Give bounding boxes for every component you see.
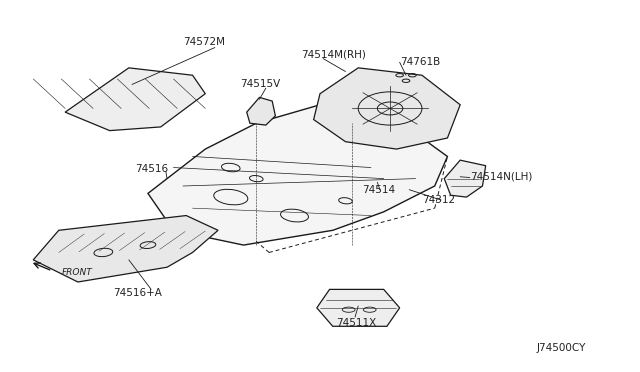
Polygon shape	[148, 105, 447, 245]
Polygon shape	[33, 215, 218, 282]
Text: 74515V: 74515V	[241, 80, 280, 89]
Polygon shape	[444, 160, 486, 197]
Text: 74514M(RH): 74514M(RH)	[301, 50, 365, 60]
Polygon shape	[246, 97, 275, 125]
Text: FRONT: FRONT	[62, 268, 93, 277]
Text: 74514: 74514	[362, 185, 395, 195]
Text: J74500CY: J74500CY	[537, 343, 586, 353]
Text: 74572M: 74572M	[183, 37, 225, 47]
Text: 74514N(LH): 74514N(LH)	[470, 172, 532, 182]
Text: 74516+A: 74516+A	[113, 288, 162, 298]
Text: 74516: 74516	[135, 164, 168, 174]
Polygon shape	[314, 68, 460, 149]
Polygon shape	[317, 289, 399, 326]
Text: 74761B: 74761B	[399, 57, 440, 67]
Polygon shape	[65, 68, 205, 131]
Text: 74312: 74312	[422, 195, 455, 205]
Text: 74511X: 74511X	[336, 318, 376, 328]
